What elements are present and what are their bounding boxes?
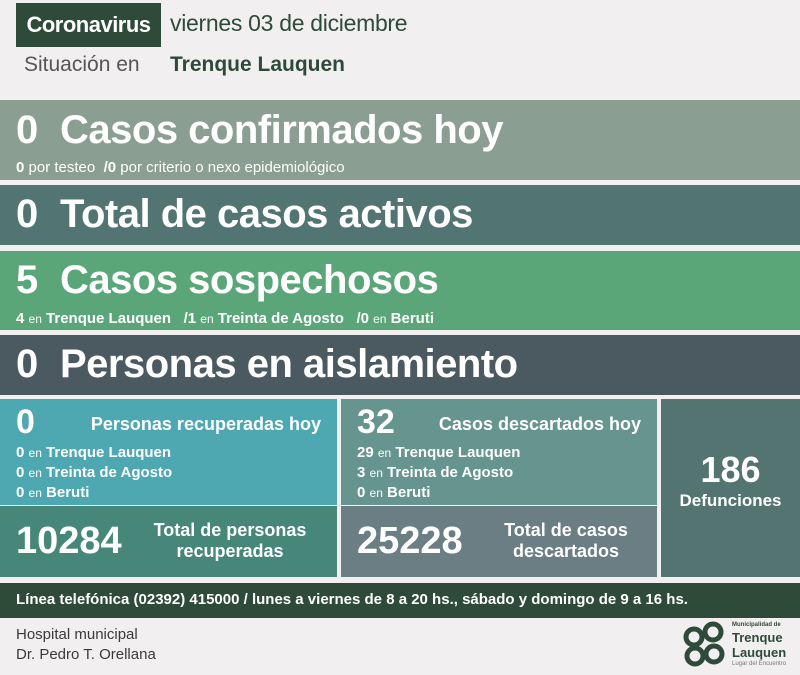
logo-top-text: Municipalidad de xyxy=(732,622,781,628)
activos-label: Total de casos activos xyxy=(60,192,473,236)
sospechosos-label: Casos sospechosos xyxy=(60,258,439,302)
recuperados-total: 10284 xyxy=(16,520,122,562)
sospechosos-value: 5 xyxy=(16,258,38,302)
coronavirus-tag: Coronavirus xyxy=(16,3,161,47)
descartados-detail: 29 en Trenque Lauquen 3 en Treinta de Ag… xyxy=(357,444,521,501)
activos-value: 0 xyxy=(16,192,38,236)
hospital-info: Hospital municipal Dr. Pedro T. Orellana xyxy=(16,626,156,663)
sospechosos-band: 5 Casos sospechosos 4 en Trenque Lauquen … xyxy=(0,251,800,330)
defunciones-box: 186 Defunciones xyxy=(661,399,800,577)
city-name: Trenque Lauquen xyxy=(170,53,346,76)
recuperados-label: Personas recuperadas hoy xyxy=(90,414,321,434)
aislamiento-label: Personas en aislamiento xyxy=(60,342,518,386)
logo-circles-icon xyxy=(683,621,725,667)
descartados-value: 32 xyxy=(357,403,395,441)
logo-tagline: Lugar del Encuentro xyxy=(732,661,787,667)
sospechosos-detail: 4 en Trenque Lauquen /1 en Treinta de Ag… xyxy=(16,310,434,327)
confirmados-detail: 0 por testeo /0 por criterio o nexo epid… xyxy=(16,159,345,176)
activos-band: 0 Total de casos activos xyxy=(0,185,800,245)
date: viernes 03 de diciembre xyxy=(170,10,408,36)
recuperados-box: 0 Personas recuperadas hoy 0 en Trenque … xyxy=(0,399,337,505)
descartados-total: 25228 xyxy=(357,520,463,562)
confirmados-band: 0 Casos confirmados hoy 0 por testeo /0 p… xyxy=(0,100,800,180)
phone-line: Línea telefónica (02392) 415000 / lunes … xyxy=(0,583,800,618)
descartados-box: 32 Casos descartados hoy 29 en Trenque L… xyxy=(341,399,657,505)
aislamiento-value: 0 xyxy=(16,342,38,386)
logo-main-text: Trenque Lauquen xyxy=(732,630,787,660)
confirmados-value: 0 xyxy=(16,108,38,152)
defunciones-label: Defunciones xyxy=(679,491,782,510)
municipality-logo: Municipalidad de Trenque Lauquen Lugar de… xyxy=(682,620,800,672)
confirmados-label: Casos confirmados hoy xyxy=(60,108,503,152)
situacion-label: Situación en xyxy=(24,53,140,76)
descartados-total-box: 25228 Total de casos descartados xyxy=(341,506,657,577)
recuperados-value: 0 xyxy=(16,403,35,441)
recuperados-total-box: 10284 Total de personas recuperadas xyxy=(0,506,337,577)
descartados-total-label: Total de casos descartados xyxy=(504,520,628,561)
recuperados-detail: 0 en Trenque Lauquen 0 en Treinta de Ago… xyxy=(16,444,173,501)
descartados-label: Casos descartados hoy xyxy=(438,414,641,434)
defunciones-value: 186 xyxy=(700,449,761,490)
recuperados-total-label: Total de personas recuperadas xyxy=(153,520,307,561)
aislamiento-band: 0 Personas en aislamiento xyxy=(0,335,800,395)
